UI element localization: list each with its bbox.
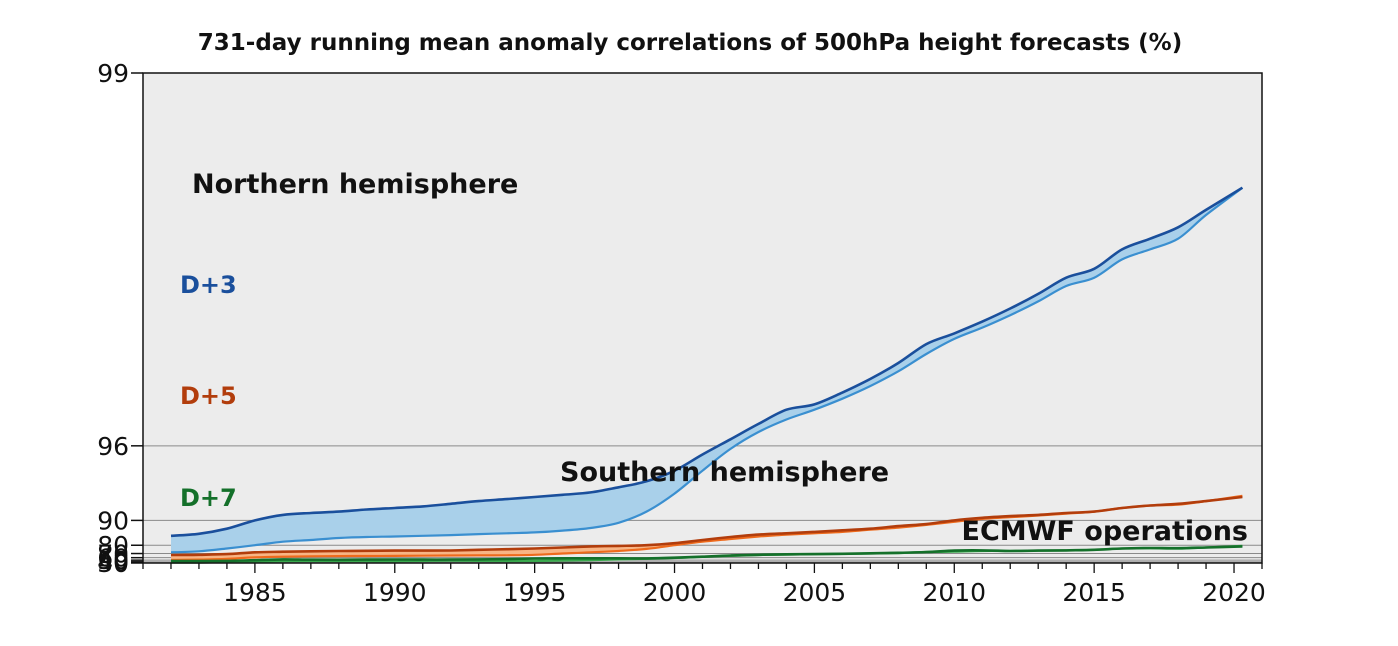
series-line-northern-d5 — [170, 495, 1243, 557]
series-area-d5 — [171, 495, 1243, 560]
y-tick-label: 96 — [97, 432, 129, 461]
x-tick-label: 2010 — [922, 578, 986, 607]
series-labels: D+3 D+5 D+7 — [180, 271, 237, 512]
y-tick-label: 60 — [97, 544, 129, 573]
y-tick-label: 99 — [97, 59, 129, 88]
source-label: ECMWF operations — [962, 516, 1248, 547]
series-line-northern-d3 — [170, 186, 1244, 538]
series-line-northern-d7 — [170, 545, 1243, 563]
y-tick-label: 90 — [97, 506, 129, 535]
x-tick-label: 2000 — [643, 578, 707, 607]
x-tick-label: 2015 — [1062, 578, 1126, 607]
plot-area — [143, 73, 1262, 563]
chart-title: 731-day running mean anomaly correlation… — [198, 30, 1182, 56]
y-tick-label: 70 — [97, 540, 129, 569]
x-tick-label: 1995 — [503, 578, 567, 607]
x-axis: 1985 1990 1995 2000 2005 2010 2015 2020 — [142, 563, 1266, 607]
series-line-southern-d3 — [170, 186, 1244, 554]
northern-hemisphere-label: Northern hemisphere — [192, 169, 518, 200]
series-label-d5: D+5 — [180, 382, 237, 410]
y-tick-label: 30 — [97, 549, 129, 578]
southern-hemisphere-label: Southern hemisphere — [560, 457, 889, 488]
y-tick-label: 50 — [97, 546, 129, 575]
x-tick-label: 2005 — [783, 578, 847, 607]
x-tick-label: 1985 — [223, 578, 287, 607]
x-tick-label: 2020 — [1202, 578, 1266, 607]
y-tick-label: 40 — [97, 548, 129, 577]
series-lines — [170, 186, 1244, 564]
series-label-d3: D+3 — [180, 271, 237, 299]
series-label-d7: D+7 — [180, 484, 237, 512]
y-tick-label: 80 — [97, 531, 129, 560]
x-tick-label: 1990 — [363, 578, 427, 607]
